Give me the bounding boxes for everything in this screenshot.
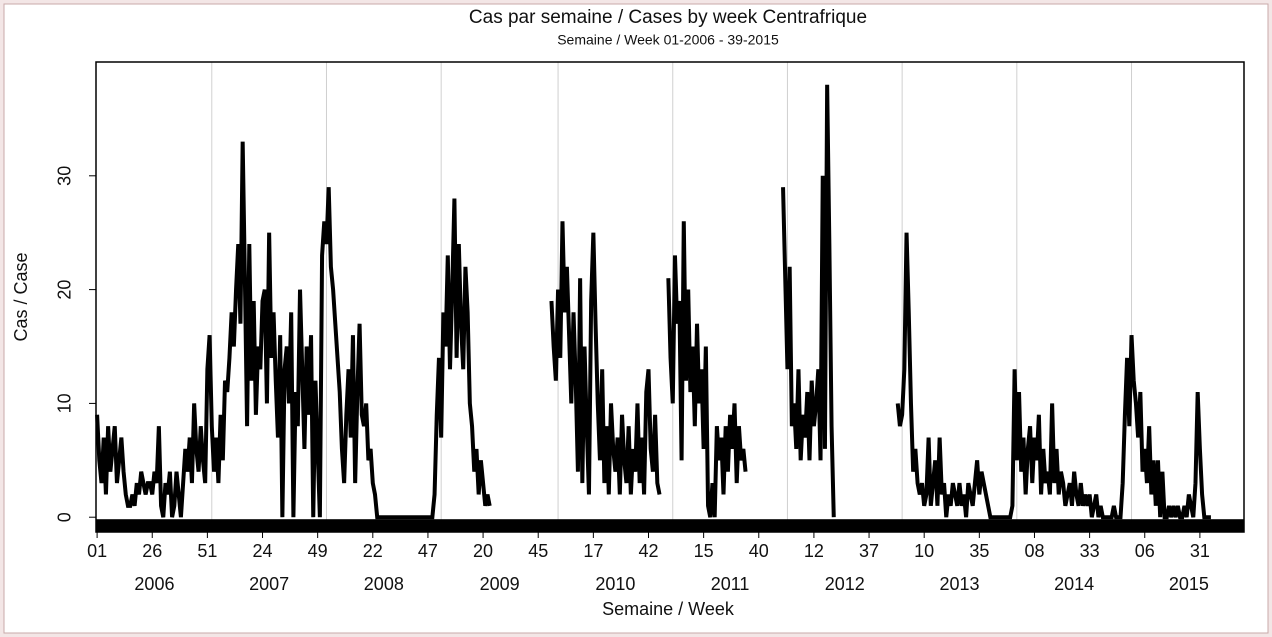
x-tick-label: 42 (638, 541, 658, 561)
x-tick-label: 40 (749, 541, 769, 561)
x-tick-label: 31 (1190, 541, 1210, 561)
x-tick-label: 24 (253, 541, 273, 561)
baseline-band (96, 519, 1244, 532)
year-label: 2009 (480, 574, 520, 594)
y-axis-label: Cas / Case (11, 252, 31, 341)
x-tick-label: 37 (859, 541, 879, 561)
chart-subtitle: Semaine / Week 01-2006 - 39-2015 (557, 32, 779, 48)
x-tick-label: 12 (804, 541, 824, 561)
year-label: 2012 (825, 574, 865, 594)
x-tick-label: 49 (308, 541, 328, 561)
background (3, 3, 1269, 634)
year-label: 2007 (249, 574, 289, 594)
x-tick-label: 35 (969, 541, 989, 561)
year-label: 2014 (1054, 574, 1094, 594)
y-tick-label: 0 (55, 512, 75, 522)
x-tick-label: 33 (1080, 541, 1100, 561)
x-tick-label: 45 (528, 541, 548, 561)
year-label: 2006 (134, 574, 174, 594)
x-tick-label: 26 (142, 541, 162, 561)
year-label: 2013 (939, 574, 979, 594)
x-tick-label: 10 (914, 541, 934, 561)
y-tick-label: 30 (55, 166, 75, 186)
year-label: 2011 (711, 574, 750, 594)
plot-frame (95, 61, 1245, 533)
data-line (95, 84, 1211, 520)
year-label: 2010 (595, 574, 635, 594)
y-tick-label: 10 (55, 393, 75, 413)
x-tick-label: 15 (694, 541, 714, 561)
y-tick-label: 20 (55, 280, 75, 300)
x-tick-label: 01 (87, 541, 107, 561)
x-tick-label: 51 (197, 541, 217, 561)
x-tick-label: 06 (1135, 541, 1155, 561)
x-tick-label: 47 (418, 541, 438, 561)
x-tick-label: 22 (363, 541, 383, 561)
chart-title: Cas par semaine / Cases by week Centrafr… (469, 7, 867, 28)
x-tick-label: 17 (583, 541, 603, 561)
year-label: 2015 (1169, 574, 1209, 594)
x-axis-label: Semaine / Week (602, 599, 735, 619)
year-label: 2008 (364, 574, 404, 594)
x-tick-label: 08 (1024, 541, 1044, 561)
x-tick-label: 20 (473, 541, 493, 561)
